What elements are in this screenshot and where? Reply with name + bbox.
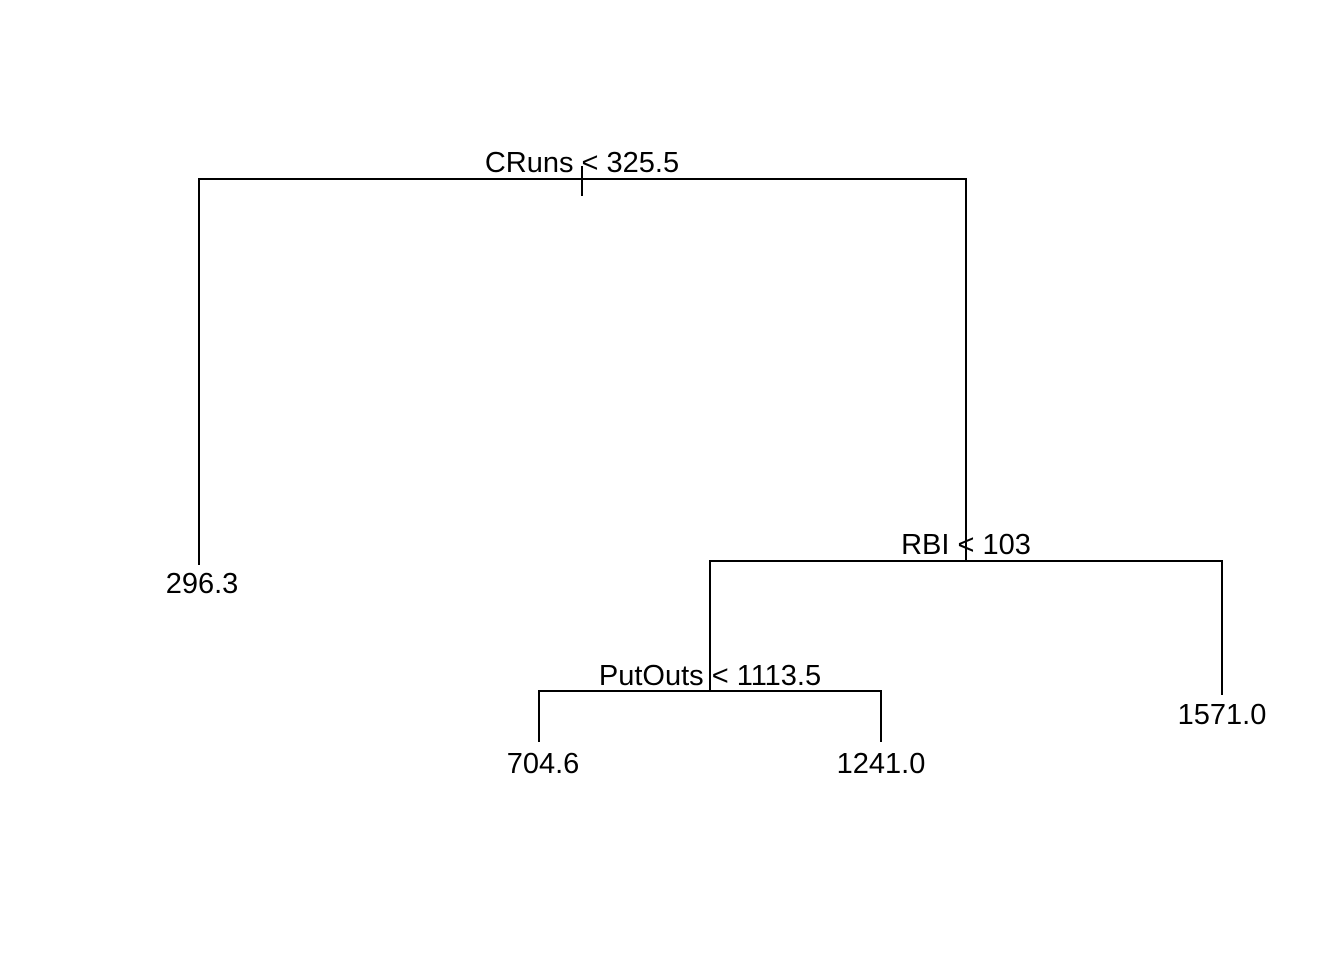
leaf-label-296-3: 296.3 — [166, 568, 239, 600]
split-label-putouts: PutOuts < 1113.5 — [599, 660, 821, 692]
leaf-label-704-6: 704.6 — [507, 748, 580, 780]
split-label-cruns: CRuns < 325.5 — [485, 147, 679, 179]
leaf-label-1241-0: 1241.0 — [837, 748, 926, 780]
edge-root-right — [582, 178, 967, 561]
edge-putouts-left — [538, 690, 710, 742]
edge-putouts-right — [710, 690, 882, 742]
leaf-label-1571-0: 1571.0 — [1178, 699, 1267, 731]
split-label-rbi: RBI < 103 — [901, 529, 1031, 561]
edge-rbi-left — [709, 560, 966, 691]
edge-root-left — [198, 178, 582, 565]
edge-rbi-right — [966, 560, 1223, 695]
